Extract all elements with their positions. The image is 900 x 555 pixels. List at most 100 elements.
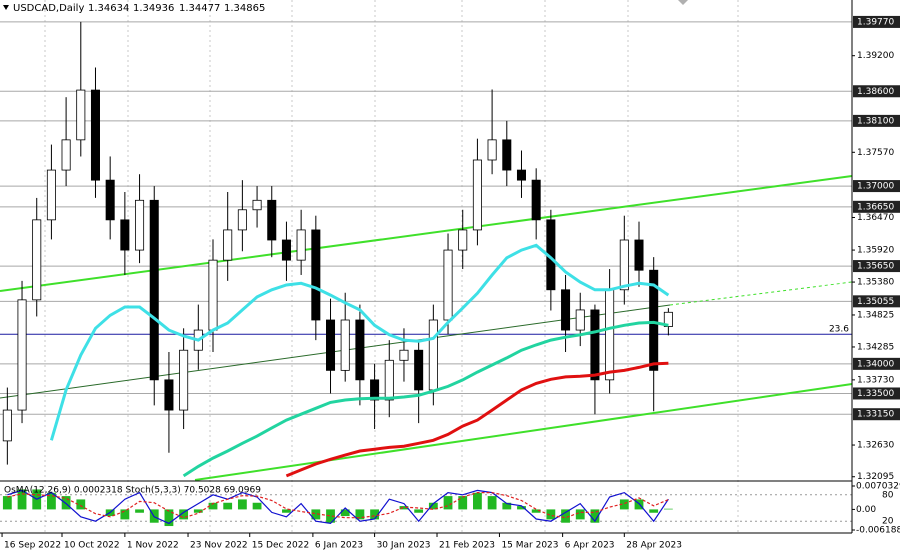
oscillator-panel: 80 20 0.0070329 0.00 -0.006188 xyxy=(0,482,900,536)
candle-body xyxy=(340,319,350,371)
candle-body xyxy=(355,319,365,381)
y-tick-label: 1.32630 xyxy=(857,441,894,451)
osma-bar xyxy=(561,509,570,523)
osma-bar xyxy=(517,506,526,510)
y-tick-label: 1.33730 xyxy=(857,375,894,385)
osma-bar xyxy=(443,496,453,510)
candle-body xyxy=(443,249,453,321)
level-label: 1.35055 xyxy=(857,297,894,307)
level-label: 1.34000 xyxy=(857,359,894,369)
header-open: 1.34634 xyxy=(88,3,129,14)
candle-body xyxy=(76,89,86,141)
level-label-box xyxy=(853,260,900,273)
osma-bar xyxy=(223,502,233,510)
level-label-box xyxy=(853,114,900,127)
osma-bar xyxy=(208,502,218,510)
level-label: 1.38600 xyxy=(857,87,894,97)
shift-marker[interactable] xyxy=(678,0,688,5)
chart-title: USDCAD,Daily xyxy=(13,3,84,14)
candle-body xyxy=(105,179,115,221)
osma-bar xyxy=(355,509,365,520)
y-tick-label: 1.37570 xyxy=(857,148,894,158)
candle-body xyxy=(634,239,644,271)
osma-bar xyxy=(164,509,174,527)
trend-line xyxy=(0,175,853,292)
candle-body xyxy=(326,319,336,371)
candle-body xyxy=(370,379,380,401)
candle-body xyxy=(149,199,159,381)
x-tick-label: 16 Sep 2022 xyxy=(4,541,61,551)
stoch-line xyxy=(7,492,669,519)
candle-body xyxy=(502,139,512,171)
axes: 1.39200 1.37570 1.36470 1.35920 1.35380 1.348… xyxy=(1,15,900,551)
osma-bar xyxy=(193,509,203,513)
candle-body xyxy=(590,309,600,381)
y2-tick-label: 0.00 xyxy=(856,505,876,515)
osma-bar xyxy=(502,502,512,510)
candle-body xyxy=(164,379,174,411)
osma-bar xyxy=(487,496,497,510)
level-label-box xyxy=(853,357,900,370)
candle-body xyxy=(605,289,615,381)
level-label-box xyxy=(853,15,900,28)
level-label-box xyxy=(853,408,900,421)
level-label: 1.38100 xyxy=(857,116,894,126)
level-label: 1.33150 xyxy=(857,410,894,420)
osma-bar xyxy=(120,509,130,520)
level-label-box xyxy=(853,295,900,308)
y2-tick-label: -0.006188 xyxy=(856,526,900,536)
candle-body xyxy=(399,349,409,361)
x-tick-label: 6 Jan 2023 xyxy=(315,541,363,551)
candle-body xyxy=(208,259,218,331)
candle-body xyxy=(267,199,277,241)
candle-body xyxy=(311,229,321,321)
x-tick-label: 30 Jan 2023 xyxy=(377,541,431,551)
osma-bar xyxy=(61,496,71,510)
osma-bar xyxy=(575,509,585,520)
osma-bar xyxy=(311,509,321,520)
candle-body xyxy=(252,199,262,211)
candle-body xyxy=(46,169,56,221)
level-label: 1.33500 xyxy=(857,389,894,399)
osma-bar xyxy=(17,489,27,510)
moving-averages xyxy=(49,243,670,478)
osma-bar xyxy=(135,509,144,513)
y-tick-label: 1.35920 xyxy=(857,246,894,256)
x-tick-label: 21 Feb 2023 xyxy=(439,541,495,551)
x-tick-label: 28 Apr 2023 xyxy=(626,541,682,551)
osma-bar xyxy=(237,499,247,510)
candle-body xyxy=(2,409,12,442)
x-tick-label: 1 Nov 2022 xyxy=(127,541,179,551)
y-tick-label: 1.35380 xyxy=(857,278,894,288)
level-label-box xyxy=(853,85,900,98)
y-tick-label: 1.34285 xyxy=(857,342,894,352)
level-label: 1.35650 xyxy=(857,262,894,272)
osma-bar xyxy=(47,492,56,510)
osma-bar xyxy=(370,509,379,520)
osma-bar xyxy=(428,502,438,510)
level-label: 1.36650 xyxy=(857,202,894,212)
moving-average xyxy=(285,361,669,478)
candle-body xyxy=(531,179,541,221)
symbol-menu-icon[interactable] xyxy=(3,5,9,10)
y-tick-label: 1.36470 xyxy=(857,213,894,223)
y-tick-label: 80 xyxy=(882,490,894,500)
candle-body xyxy=(237,209,247,231)
y-tick-label: 20 xyxy=(882,517,894,527)
level-label: 1.39770 xyxy=(857,17,894,27)
osma-bar xyxy=(399,506,409,510)
candle-body xyxy=(135,199,145,251)
osma-bar xyxy=(663,508,673,510)
y-tick-label: 1.39200 xyxy=(857,51,894,61)
osma-bar xyxy=(252,502,262,510)
candle-body xyxy=(516,169,526,181)
osma-bar xyxy=(326,509,335,523)
candle-body xyxy=(281,239,291,261)
trend-line xyxy=(194,383,853,481)
candle-body xyxy=(472,159,482,231)
osma-bar xyxy=(531,509,541,513)
candle-body xyxy=(384,359,394,401)
osma-bar xyxy=(546,509,556,520)
